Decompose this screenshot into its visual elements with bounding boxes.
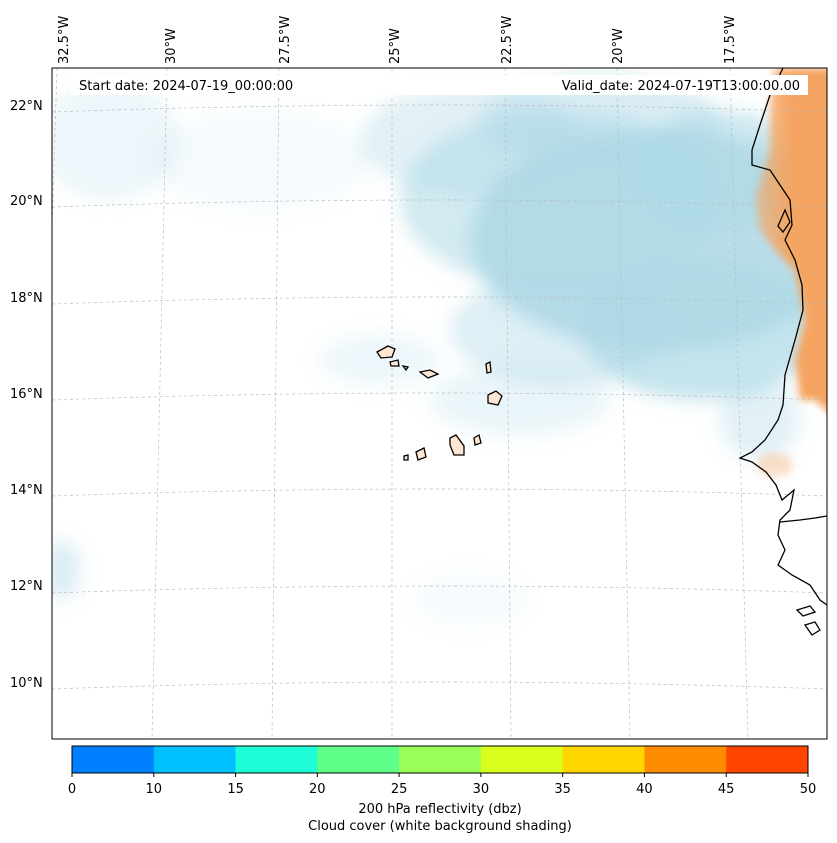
meridian-line — [616, 68, 631, 739]
colorbar-segment — [153, 746, 237, 773]
cloud-patch — [430, 365, 610, 435]
cape-verde-islands — [376, 345, 503, 461]
gambia-river — [779, 515, 827, 523]
parallel-line — [52, 296, 827, 305]
island-sao-vicente — [389, 359, 400, 367]
island-fogo — [415, 447, 427, 461]
island-santo-antao — [376, 345, 396, 359]
colorbar-tick-label: 50 — [799, 782, 817, 797]
colorbar-segment — [644, 746, 727, 773]
meridian-line — [151, 68, 168, 739]
island-brava — [403, 454, 409, 461]
lon-label-30w: 30°W — [164, 28, 179, 64]
meridian-line — [504, 68, 512, 739]
colorbar-segment — [235, 746, 318, 773]
colorbar-title: 200 hPa reflectivity (dbz) — [358, 802, 522, 817]
lat-label-18n: 18°N — [10, 291, 43, 306]
land-reflectivity-area — [757, 453, 793, 477]
colorbar-tick-label: 0 — [67, 782, 77, 797]
start-date-label: Start date: 2024-07-19_00:00:00 — [79, 79, 294, 94]
lat-label-10n: 10°N — [10, 676, 43, 691]
cloud-cover-layer — [52, 68, 827, 625]
lon-label-25w: 25°W — [388, 28, 403, 64]
map-frame — [51, 67, 828, 740]
valid-date-label: Valid_date: 2024-07-19T13:00:00.00 — [561, 79, 800, 94]
cloud-patch — [150, 110, 370, 210]
lon-label-32-5w: 32.5°W — [57, 15, 72, 64]
lon-label-17-5w: 17.5°W — [723, 15, 738, 64]
land-reflectivity-area — [755, 68, 827, 411]
cloud-patch — [415, 575, 525, 625]
colorbar-tick-label: 15 — [227, 782, 244, 797]
colorbar-tick-label: 40 — [636, 782, 653, 797]
colorbar-tick-label: 35 — [554, 782, 571, 797]
date-banner — [71, 75, 808, 95]
coastlines — [738, 68, 827, 636]
colorbar-segment — [726, 746, 809, 773]
cloud-patch — [52, 540, 80, 600]
colorbar-frame — [71, 745, 809, 774]
parallel-line — [52, 585, 827, 594]
parallel-line — [52, 104, 827, 113]
lon-label-27-5w: 27.5°W — [278, 15, 293, 64]
colorbar-segment — [399, 746, 482, 773]
coastline-inlet — [777, 208, 791, 234]
cloud-patch — [52, 80, 180, 200]
lon-label-20w: 20°W — [611, 28, 626, 64]
cloud-patch — [450, 275, 670, 385]
colorbar-tick-label: 10 — [145, 782, 163, 797]
island-maio — [473, 433, 482, 446]
island-santa-luzia — [401, 365, 410, 372]
parallel-line — [52, 392, 827, 401]
colorbar-segment — [480, 746, 564, 773]
island-santiago — [449, 434, 465, 456]
colorbar-segment — [562, 746, 645, 773]
parallel-line — [52, 488, 827, 497]
parallel-line — [52, 199, 827, 208]
meridian-line — [271, 68, 280, 739]
bissagos-islands — [795, 605, 821, 636]
lat-label-12n: 12°N — [10, 579, 43, 594]
island-boa-vista — [487, 390, 503, 406]
colorbar-subtitle: Cloud cover (white background shading) — [308, 819, 572, 834]
lat-label-16n: 16°N — [10, 387, 43, 402]
cloud-patch — [720, 380, 800, 460]
graticule — [52, 68, 827, 739]
africa-coastline — [738, 68, 827, 606]
lat-label-22n: 22°N — [10, 99, 43, 114]
island-sao-nicolau — [418, 369, 440, 379]
cloud-patch — [320, 335, 440, 385]
lon-label-22-5w: 22.5°W — [500, 15, 515, 64]
lat-label-14n: 14°N — [10, 483, 43, 498]
parallel-line — [52, 681, 827, 690]
colorbar-tick-label: 25 — [390, 782, 408, 797]
colorbar-tick-label: 20 — [309, 782, 326, 797]
lat-label-20n: 20°N — [10, 194, 43, 209]
colorbar — [71, 745, 809, 777]
colorbar-segment — [72, 746, 155, 773]
colorbar-tick-label: 45 — [717, 782, 735, 797]
island-sal — [485, 360, 492, 374]
colorbar-segment — [317, 746, 400, 773]
colorbar-tick-label: 30 — [472, 782, 490, 797]
meridian-line — [729, 68, 749, 739]
